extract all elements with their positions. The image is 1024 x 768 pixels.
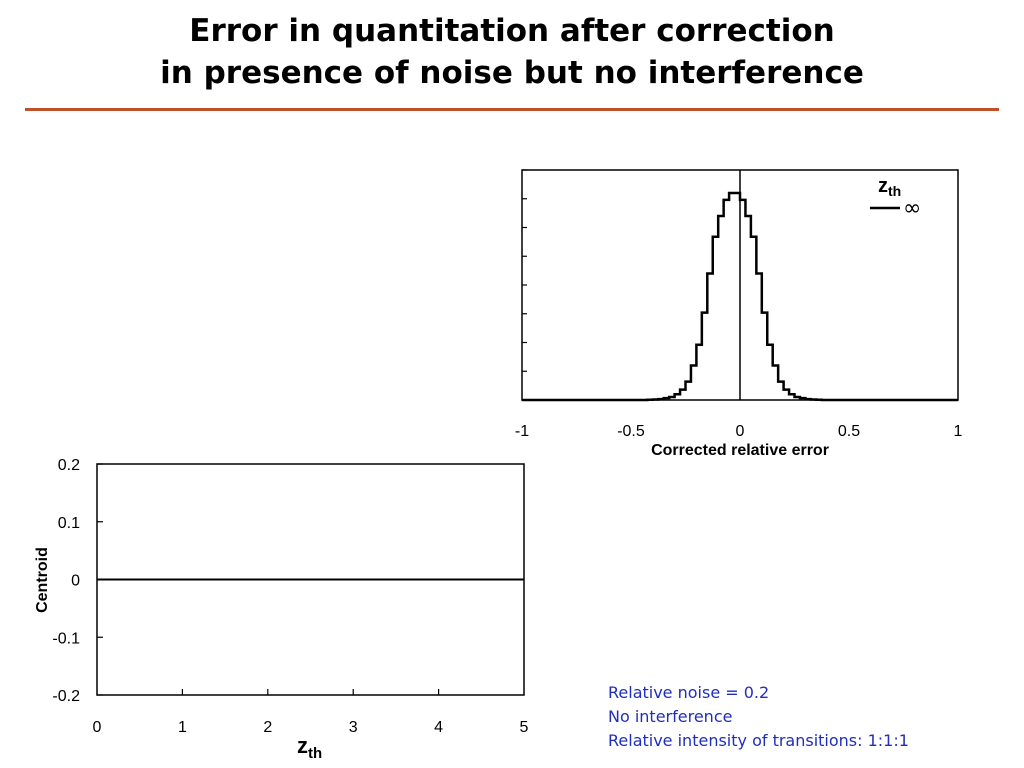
centroid-x-tick-label: 4 — [434, 719, 443, 736]
histogram-y-ticks — [522, 169, 527, 372]
centroid-y-axis-label: Centroid — [34, 547, 51, 613]
histogram-chart: -1 -0.5 0 0.5 1 Corrected relative error zth… — [515, 169, 963, 459]
centroid-y-tick-label: -0.1 — [52, 630, 80, 647]
histogram-series-line — [522, 191, 958, 402]
histogram-x-tick-label: 0.5 — [838, 423, 860, 440]
note-relative-intensity: Relative intensity of transitions: 1:1:1 — [608, 731, 909, 750]
centroid-x-tick-label: 0 — [93, 719, 102, 736]
centroid-y-ticks: 0.2 0.1 0 -0.1 -0.2 — [52, 457, 103, 705]
legend-title-main: z — [878, 175, 888, 197]
note-interference: No interference — [608, 707, 733, 726]
title-divider — [25, 108, 999, 111]
histogram-x-tick-label: -0.5 — [617, 423, 645, 440]
centroid-y-tick-label: 0 — [71, 573, 80, 590]
histogram-legend: zth ∞ — [870, 175, 921, 221]
centroid-x-tick-label: 3 — [349, 719, 358, 736]
centroid-x-tick-label: 5 — [520, 719, 529, 736]
histogram-x-tick-label: 0 — [736, 423, 745, 440]
histogram-x-tick-label: 1 — [954, 423, 963, 440]
histogram-x-tick-label: -1 — [515, 423, 529, 440]
annotation-notes: Relative noise = 0.2 No interference Rel… — [608, 681, 909, 753]
title-line-2: in presence of noise but no interference — [160, 55, 864, 91]
legend-title: zth — [878, 175, 901, 199]
centroid-x-axis-label-sub: th — [308, 745, 322, 762]
slide-title: Error in quantitation after correction i… — [0, 10, 1024, 94]
histogram-x-ticks: -1 -0.5 0 0.5 1 — [515, 423, 963, 440]
histogram-x-axis-label: Corrected relative error — [651, 442, 829, 459]
centroid-y-tick-label: 0.1 — [58, 515, 80, 532]
title-line-1: Error in quantitation after correction — [189, 13, 835, 49]
centroid-x-axis-label: zth — [297, 733, 322, 762]
centroid-y-tick-label: 0.2 — [58, 457, 80, 474]
note-relative-noise: Relative noise = 0.2 — [608, 683, 770, 702]
centroid-x-axis-label-main: z — [297, 733, 308, 758]
centroid-x-ticks: 0 1 2 3 4 5 — [93, 689, 529, 736]
centroid-x-tick-label: 1 — [178, 719, 187, 736]
legend-title-sub: th — [888, 183, 901, 199]
centroid-x-tick-label: 2 — [263, 719, 272, 736]
legend-entry-label: ∞ — [903, 196, 921, 221]
centroid-y-tick-label: -0.2 — [52, 688, 80, 705]
centroid-chart: 0.2 0.1 0 -0.1 -0.2 0 1 2 3 4 5 Centroid zth — [34, 457, 529, 762]
